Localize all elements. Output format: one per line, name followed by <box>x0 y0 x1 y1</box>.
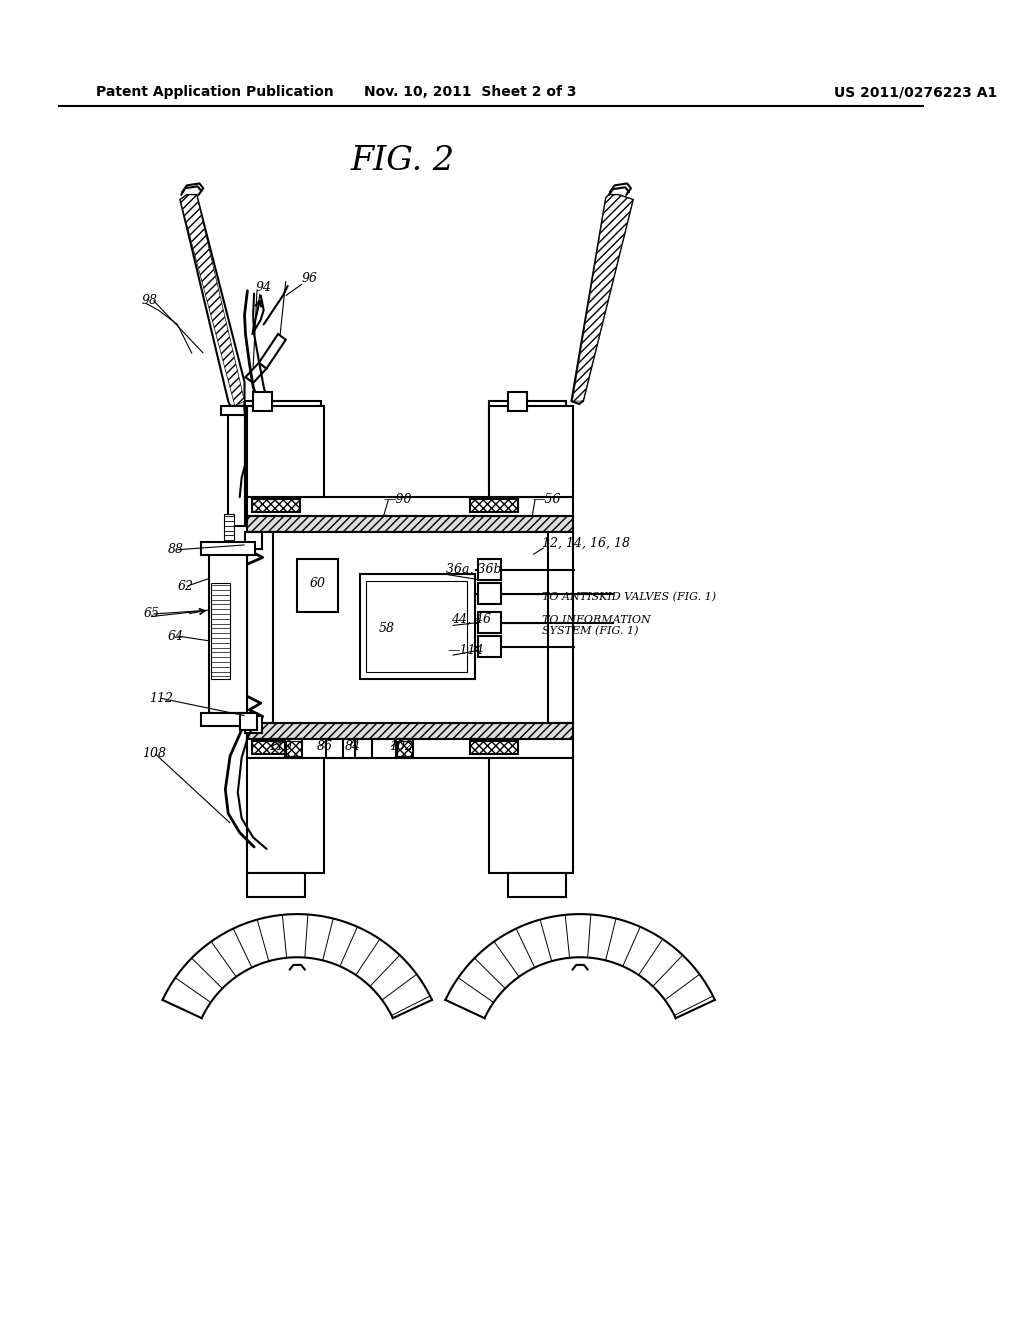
Text: 64: 64 <box>168 630 183 643</box>
Text: TO ANTISKID VALVES (FIG. 1): TO ANTISKID VALVES (FIG. 1) <box>542 591 716 602</box>
Text: 94: 94 <box>256 281 272 294</box>
Text: 86: 86 <box>316 739 333 752</box>
Text: 98: 98 <box>142 294 158 308</box>
Bar <box>489 401 565 498</box>
Text: FIG. 2: FIG. 2 <box>350 145 455 177</box>
Bar <box>248 739 573 758</box>
Bar <box>248 516 573 532</box>
Bar <box>248 723 573 739</box>
Bar <box>477 583 502 605</box>
Polygon shape <box>259 334 286 368</box>
Bar <box>245 401 322 507</box>
Polygon shape <box>246 363 266 383</box>
Bar <box>248 532 274 723</box>
Text: —56: —56 <box>532 494 561 507</box>
Text: 84: 84 <box>345 739 361 752</box>
Bar <box>285 739 302 758</box>
Bar <box>220 405 253 416</box>
Polygon shape <box>180 195 245 405</box>
Bar <box>202 713 255 726</box>
Text: TO INFORMATION: TO INFORMATION <box>542 615 650 624</box>
Bar <box>218 684 246 700</box>
Polygon shape <box>571 195 633 404</box>
Bar <box>211 583 230 680</box>
Bar <box>367 581 467 672</box>
Bar <box>220 545 253 554</box>
Text: 108: 108 <box>142 747 166 760</box>
Bar <box>286 741 301 756</box>
Bar <box>273 532 549 723</box>
Polygon shape <box>180 195 245 405</box>
Bar <box>397 741 413 756</box>
Bar <box>470 499 518 512</box>
Bar <box>547 532 573 723</box>
Bar <box>240 713 257 730</box>
Text: 102: 102 <box>389 739 414 752</box>
Text: —114: —114 <box>447 644 484 657</box>
Polygon shape <box>572 195 633 401</box>
Bar <box>209 548 248 713</box>
Text: Patent Application Publication: Patent Application Publication <box>96 86 334 99</box>
Bar <box>248 758 325 873</box>
Bar <box>248 498 573 516</box>
Text: 44, 46: 44, 46 <box>451 614 490 626</box>
Bar <box>248 873 305 896</box>
Bar <box>326 739 343 758</box>
Bar <box>228 405 246 525</box>
Bar <box>489 758 573 873</box>
Bar <box>354 739 372 758</box>
Bar <box>508 873 565 896</box>
Bar <box>224 515 233 543</box>
Text: SYSTEM (FIG. 1): SYSTEM (FIG. 1) <box>542 626 638 636</box>
Text: 12, 14, 16, 18: 12, 14, 16, 18 <box>542 536 630 549</box>
Text: 65: 65 <box>143 607 160 620</box>
Bar <box>477 636 502 657</box>
Bar <box>477 612 502 634</box>
Bar <box>218 578 246 594</box>
Text: 96: 96 <box>302 272 318 285</box>
Text: 58: 58 <box>379 622 395 635</box>
Bar <box>253 392 272 411</box>
Bar <box>470 741 518 754</box>
Bar <box>252 499 300 512</box>
Text: Nov. 10, 2011  Sheet 2 of 3: Nov. 10, 2011 Sheet 2 of 3 <box>364 86 577 99</box>
Bar <box>218 554 246 570</box>
Text: 60: 60 <box>309 577 326 590</box>
Bar <box>359 574 475 680</box>
Text: US 2011/0276223 A1: US 2011/0276223 A1 <box>835 86 997 99</box>
Text: 62: 62 <box>177 579 194 593</box>
Bar <box>202 543 255 556</box>
Bar <box>396 739 414 758</box>
Bar <box>297 560 338 612</box>
Bar <box>224 545 233 574</box>
Text: 88: 88 <box>168 544 183 556</box>
Text: 112: 112 <box>148 692 173 705</box>
Text: 36a, 36b: 36a, 36b <box>445 562 502 576</box>
Text: 110: 110 <box>268 739 293 752</box>
Bar <box>248 405 325 498</box>
Bar <box>245 715 262 733</box>
Bar <box>489 405 573 498</box>
Text: —90: —90 <box>384 494 412 507</box>
Bar <box>477 560 502 581</box>
Bar <box>508 392 527 411</box>
Bar <box>245 532 262 549</box>
Bar <box>252 741 300 754</box>
